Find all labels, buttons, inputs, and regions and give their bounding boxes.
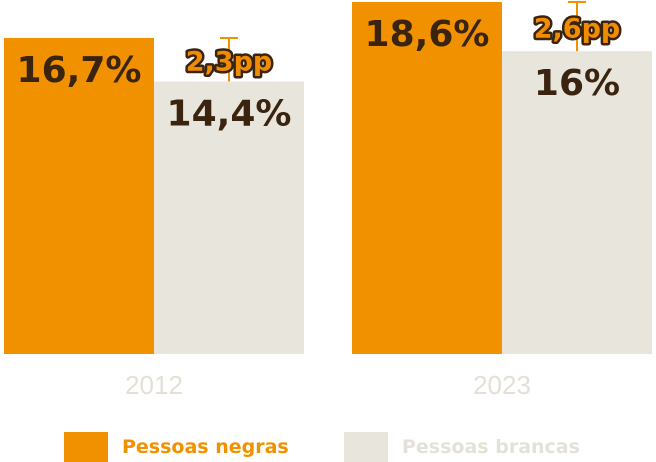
data-label-2012-series-2: 14,4% xyxy=(167,93,292,134)
data-label-2023-series-2: 16% xyxy=(534,63,620,104)
bar-2012-series-1 xyxy=(4,37,154,354)
category-label-2012: 2012 xyxy=(125,370,183,400)
difference-label-2023: 2,6pp xyxy=(534,14,620,45)
bar-2012-series-2 xyxy=(154,81,304,354)
legend-item-pessoas-brancas: Pessoas brancas xyxy=(344,432,580,462)
legend-label-pessoas-brancas: Pessoas brancas xyxy=(402,436,580,458)
legend-swatch-pessoas-negras xyxy=(64,432,108,462)
bar-2023-series-2 xyxy=(502,51,652,355)
legend-swatch-pessoas-brancas xyxy=(344,432,388,462)
bar-chart: 16,7% 14,4% 2,3pp 2012 18,6% 16% 2,6pp 2023 xyxy=(4,1,652,400)
legend-label-pessoas-negras: Pessoas negras xyxy=(122,436,289,458)
difference-label-2012: 2,3pp xyxy=(186,47,272,78)
legend: Pessoas negras Pessoas brancas xyxy=(0,428,656,462)
legend-item-pessoas-negras: Pessoas negras xyxy=(64,432,289,462)
bar-2023-series-1 xyxy=(352,2,502,354)
data-label-2023-series-1: 18,6% xyxy=(365,14,490,55)
category-label-2023: 2023 xyxy=(473,370,531,400)
data-label-2012-series-1: 16,7% xyxy=(17,50,142,91)
